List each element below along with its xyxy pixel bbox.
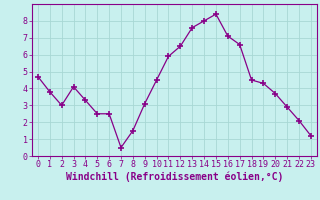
X-axis label: Windchill (Refroidissement éolien,°C): Windchill (Refroidissement éolien,°C) — [66, 172, 283, 182]
